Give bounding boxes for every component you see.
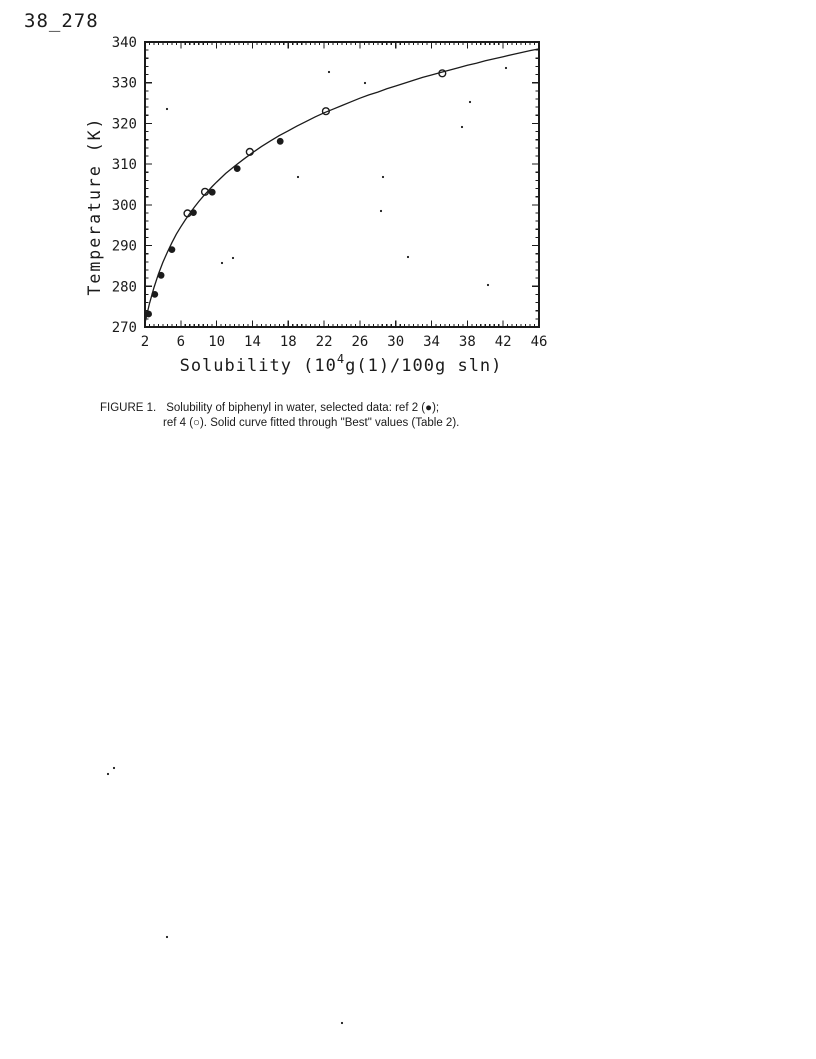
x-tick-label: 18 xyxy=(280,334,297,350)
x-axis-title-pre: Solubility (10 xyxy=(180,356,337,376)
data-point-ref-2 xyxy=(168,246,176,254)
scan-speck xyxy=(165,935,169,939)
scan-speck xyxy=(296,175,300,179)
x-tick-label: 6 xyxy=(177,334,185,350)
y-tick-label: 330 xyxy=(112,76,137,92)
plot-frame xyxy=(144,41,540,328)
x-axis-title-superscript: 4 xyxy=(337,352,345,366)
scan-speck xyxy=(406,255,410,259)
x-tick-label: 10 xyxy=(208,334,225,350)
axis-ticks xyxy=(144,41,540,328)
data-point-ref-2 xyxy=(157,271,165,279)
scan-speck xyxy=(468,100,472,104)
x-axis-title: Solubility (104g(1)/100g sln) xyxy=(180,352,503,376)
x-tick-label: 22 xyxy=(316,334,333,350)
scan-speck xyxy=(327,70,331,74)
x-tick-label: 30 xyxy=(387,334,404,350)
data-point-ref-2 xyxy=(276,137,284,145)
fitted-curve xyxy=(144,48,540,324)
scan-speck xyxy=(340,1021,344,1025)
scan-speck xyxy=(504,66,508,70)
data-point-ref-2 xyxy=(233,165,241,173)
figure-caption: FIGURE 1. Solubility of biphenyl in water… xyxy=(100,401,459,431)
caption-line-1: FIGURE 1. Solubility of biphenyl in water… xyxy=(100,401,459,416)
x-tick-label: 46 xyxy=(531,334,548,350)
y-tick-label: 310 xyxy=(112,157,137,173)
scan-specks xyxy=(106,66,508,1025)
scan-speck xyxy=(486,283,490,287)
scan-speck xyxy=(112,766,116,770)
y-tick-label: 320 xyxy=(112,116,137,132)
page-header: 38_278 xyxy=(24,10,99,32)
axis-tick-labels: 2 6 10 14 18 22 26 30 34 38 42 46270280290300310320… xyxy=(112,35,548,350)
data-point-ref-2 xyxy=(208,188,216,196)
caption-line-2: ref 4 (○). Solid curve fitted through "B… xyxy=(163,417,460,429)
x-tick-label: 38 xyxy=(459,334,476,350)
scan-speck xyxy=(220,261,224,265)
x-tick-label: 42 xyxy=(495,334,512,350)
x-tick-label: 34 xyxy=(423,334,440,350)
scan-speck xyxy=(165,107,169,111)
plot-series xyxy=(144,48,540,324)
x-axis-title-post: g(1)/100g sln) xyxy=(345,356,502,376)
y-axis-title: Temperature (K) xyxy=(85,116,104,295)
scan-speck xyxy=(231,256,235,260)
scan-speck xyxy=(381,175,385,179)
y-tick-label: 270 xyxy=(112,320,137,336)
y-tick-label: 290 xyxy=(112,239,137,255)
x-tick-label: 14 xyxy=(244,334,261,350)
scan-speck xyxy=(106,772,110,776)
y-tick-label: 340 xyxy=(112,35,137,51)
figure-label: FIGURE 1. xyxy=(100,402,157,414)
caption-line1-text: Solubility of biphenyl in water, selecte… xyxy=(166,402,440,414)
scan-speck xyxy=(363,81,367,85)
scan-speck xyxy=(379,209,383,213)
plot-border xyxy=(144,41,540,328)
x-tick-label: 26 xyxy=(351,334,368,350)
x-tick-label: 2 xyxy=(141,334,149,350)
y-tick-label: 280 xyxy=(112,279,137,295)
scan-speck xyxy=(460,125,464,129)
y-tick-label: 300 xyxy=(112,198,137,214)
